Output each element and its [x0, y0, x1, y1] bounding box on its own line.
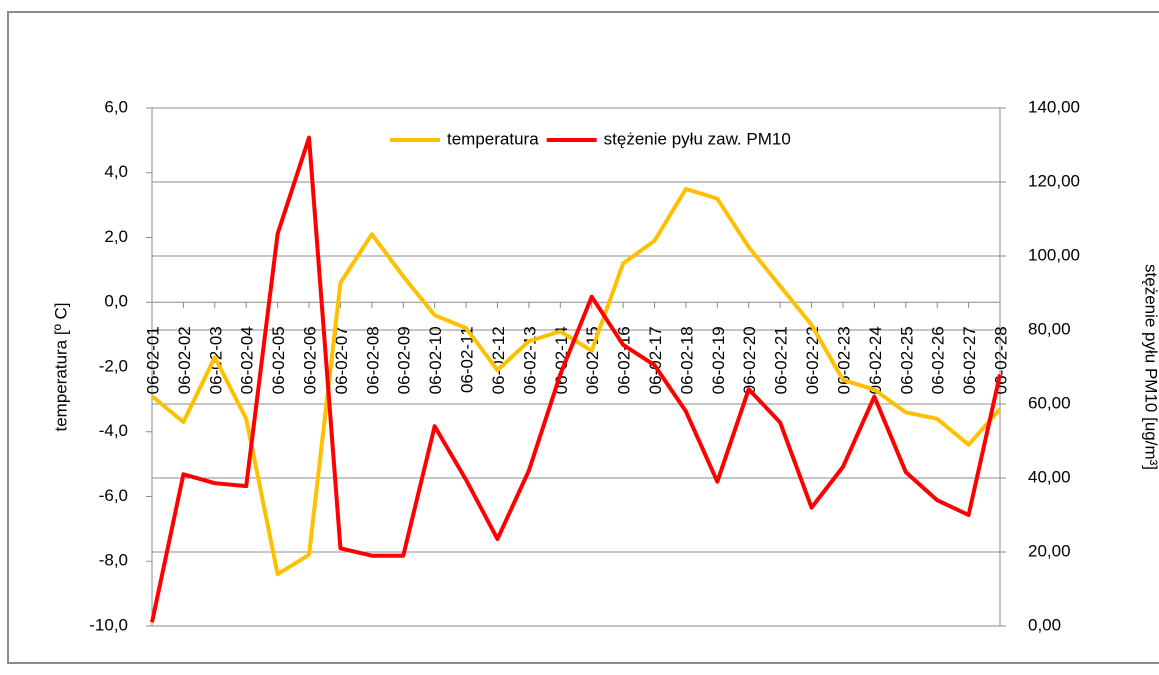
x-tick-label: 06-02-17 [646, 326, 665, 394]
y-tick-label: 2,0 [104, 227, 128, 246]
x-tick-label: 06-02-10 [426, 326, 445, 394]
x-tick-label: 06-02-13 [520, 326, 539, 394]
x-tick-label: 06-02-05 [269, 326, 288, 394]
x-tick-label: 06-02-11 [458, 326, 477, 393]
x-tick-label: 06-02-20 [740, 326, 759, 394]
x-tick-label: 06-02-24 [866, 326, 885, 394]
y-tick-label: 4,0 [104, 162, 128, 181]
data-line [150, 186, 1002, 577]
y2-tick-label: 80,00 [1028, 319, 1071, 338]
y-tick-label: -10,0 [89, 615, 128, 634]
x-tick-label: 06-02-26 [929, 326, 948, 394]
x-tick-label: 06-02-16 [615, 326, 634, 394]
y2-tick-label: 100,00 [1028, 245, 1080, 264]
x-tick-label: 06-02-09 [395, 326, 414, 394]
y2-tick-label: 20,00 [1028, 541, 1071, 560]
y2-tick-label: 140,00 [1028, 97, 1080, 116]
x-tick-label: 06-02-18 [677, 326, 696, 394]
x-tick-label: 06-02-28 [991, 326, 1010, 394]
x-tick-label: 06-02-25 [897, 326, 916, 394]
y-axis-label: temperatura [º C] [51, 302, 70, 431]
x-tick-label: 06-02-06 [301, 326, 320, 394]
y2-tick-label: 0,00 [1028, 615, 1061, 634]
x-tick-label: 06-02-27 [960, 326, 979, 394]
x-tick-label: 06-02-07 [332, 326, 351, 394]
legend-label: stężenie pyłu zaw. PM10 [604, 129, 791, 148]
data-line [150, 135, 1002, 623]
y-tick-label: -8,0 [99, 551, 128, 570]
y2-tick-label: 60,00 [1028, 393, 1071, 412]
y-tick-label: 0,0 [104, 292, 128, 311]
y-tick-label: -6,0 [99, 486, 128, 505]
x-tick-label: 06-02-21 [772, 326, 791, 394]
x-tick-label: 06-02-19 [709, 326, 728, 394]
x-tick-label: 06-02-14 [552, 326, 571, 394]
x-tick-label: 06-02-15 [583, 326, 602, 394]
y-tick-label: -2,0 [99, 356, 128, 375]
x-tick-label: 06-02-04 [238, 326, 257, 394]
x-tick-label: 06-02-22 [803, 326, 822, 394]
x-tick-label: 06-02-02 [175, 326, 194, 394]
x-tick-label: 06-02-12 [489, 326, 508, 394]
x-tick-label: 06-02-08 [363, 326, 382, 394]
y2-tick-label: 40,00 [1028, 467, 1071, 486]
y-tick-label: -4,0 [99, 421, 128, 440]
y2-tick-label: 120,00 [1028, 171, 1080, 190]
legend-label: temperatura [447, 129, 539, 148]
y2-axis-label: stężenie pyłu PM10 [ug/m³] [1142, 264, 1159, 470]
x-tick-label: 06-02-01 [143, 326, 162, 394]
y-tick-label: 6,0 [104, 97, 128, 116]
chart-border [7, 11, 1159, 664]
